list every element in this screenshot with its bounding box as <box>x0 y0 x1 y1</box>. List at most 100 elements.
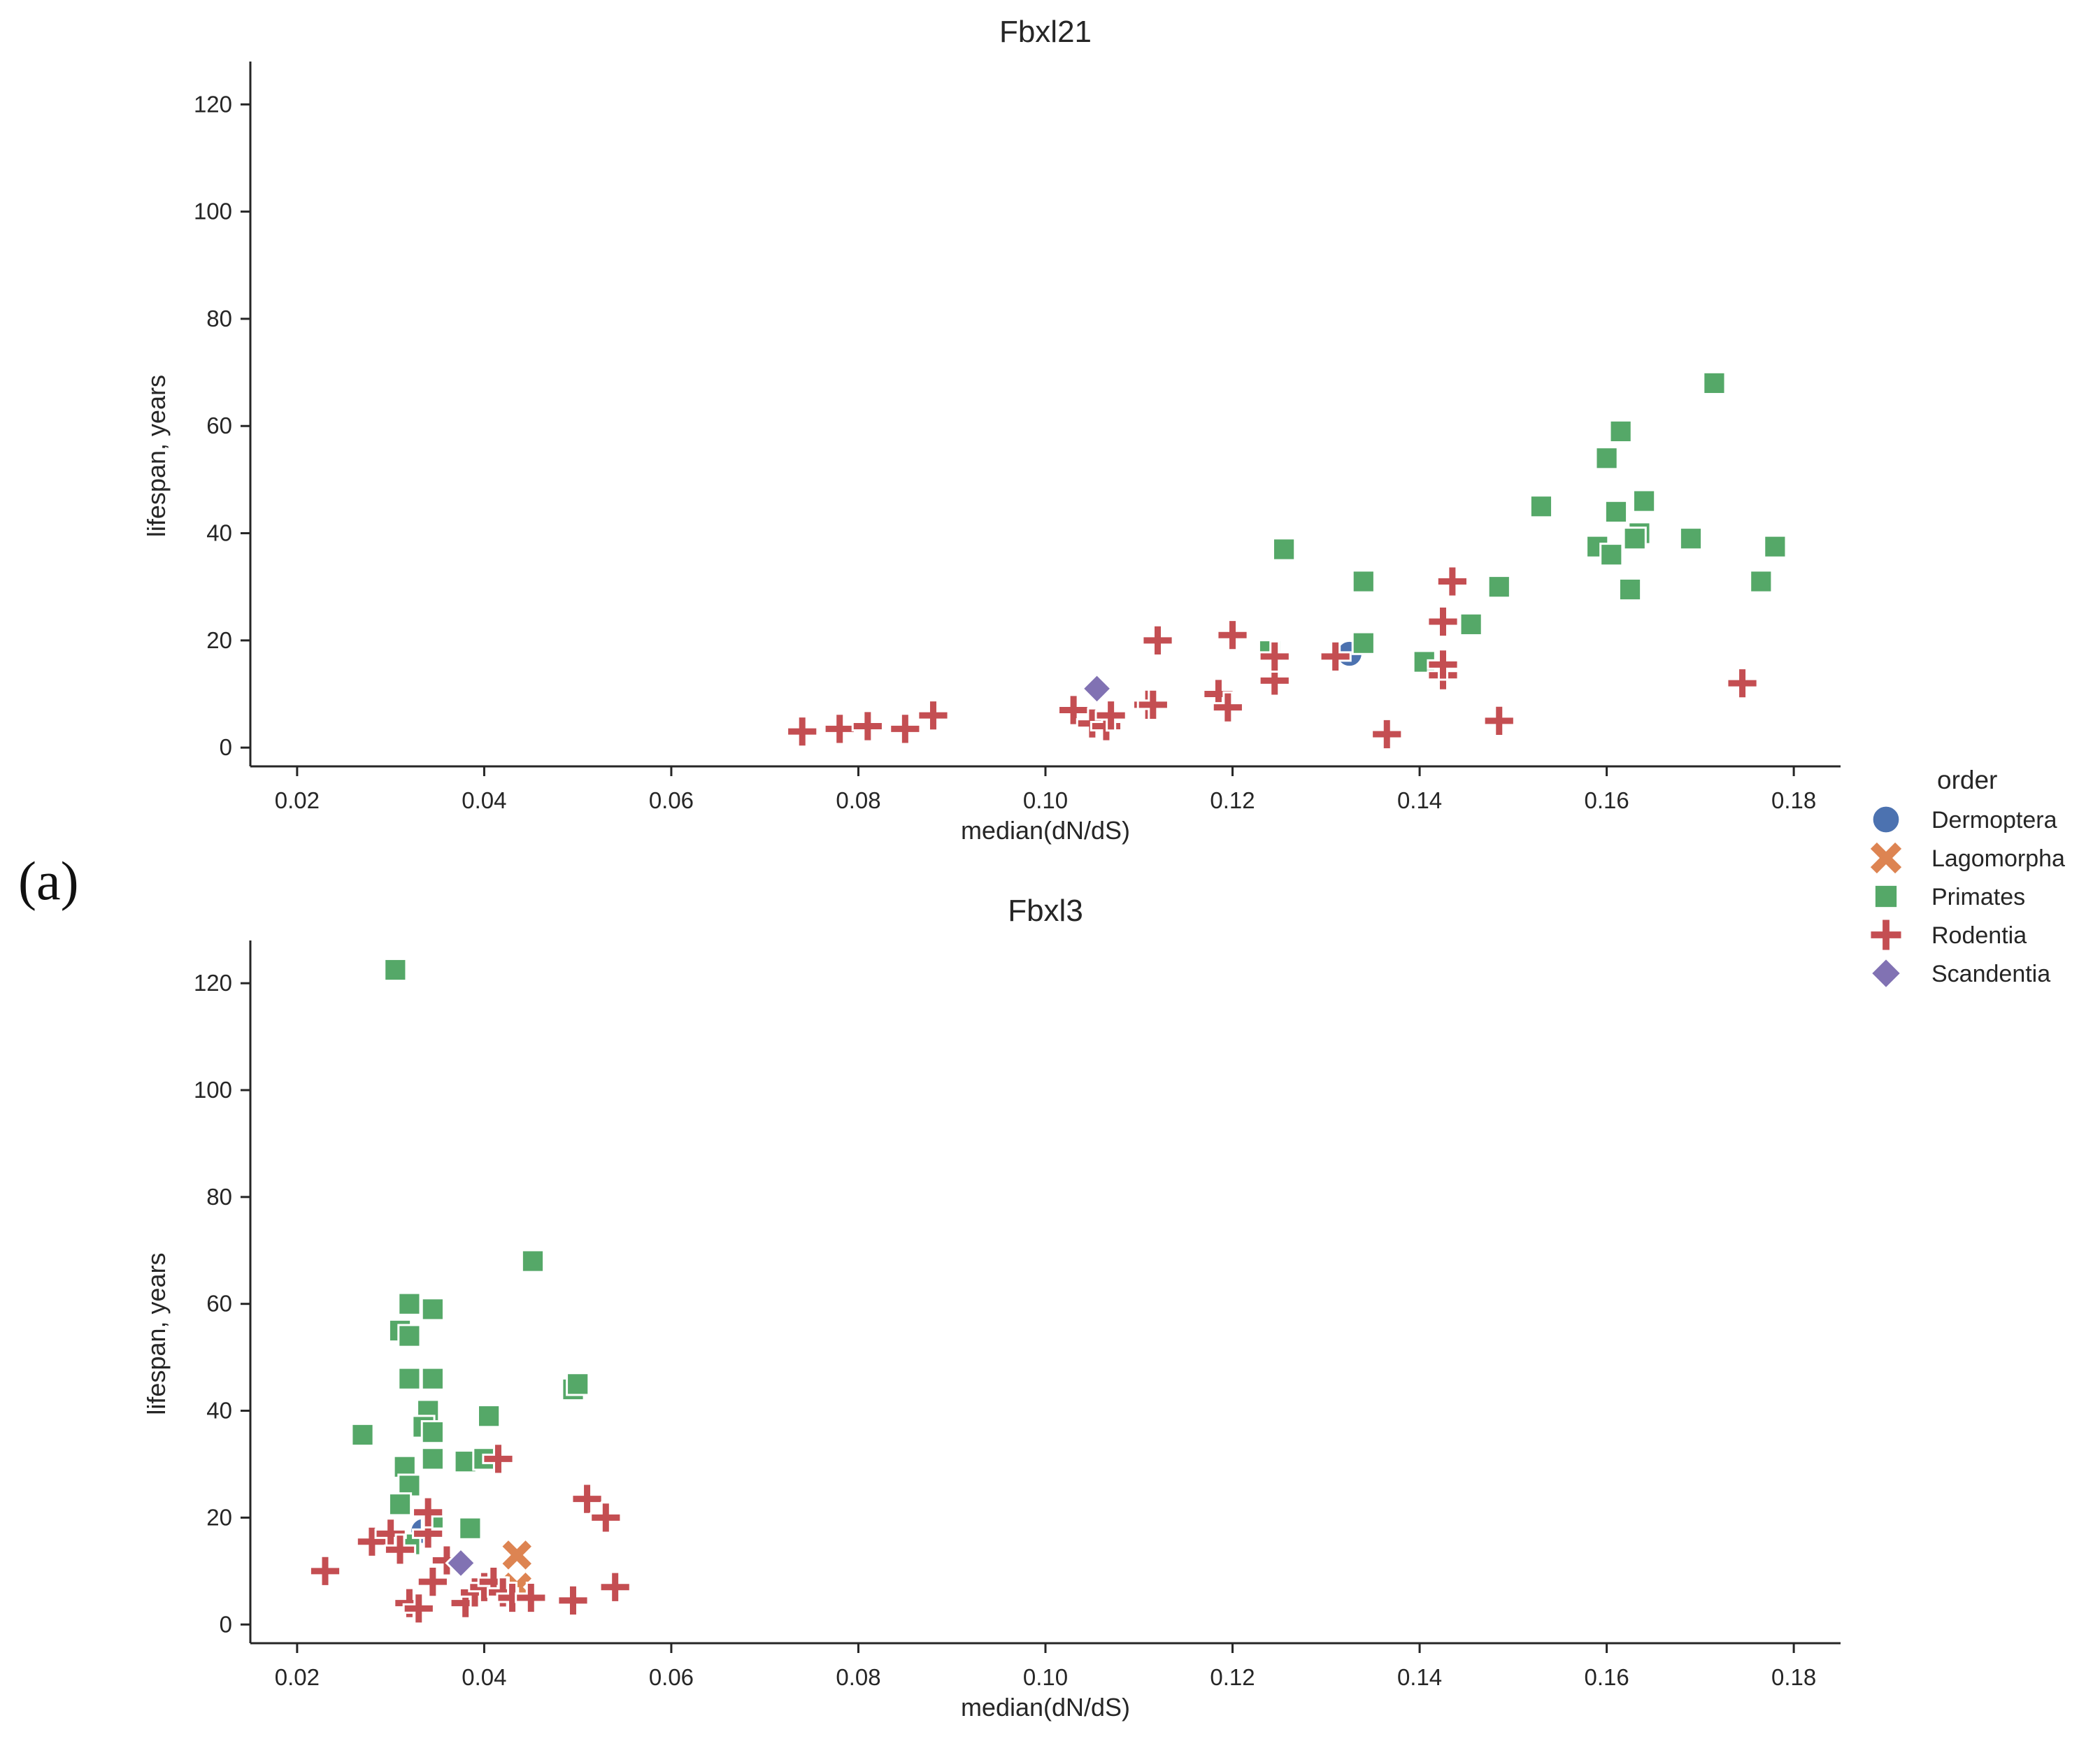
x-tick-label: 0.10 <box>1023 1664 1068 1690</box>
legend-label: Scandentia <box>1931 961 2050 987</box>
data-point-primates <box>1603 499 1629 524</box>
data-point-primates <box>1487 575 1511 599</box>
legend-marker-rodentia <box>1869 917 1903 952</box>
y-tick-label: 40 <box>206 520 232 546</box>
x-tick-label: 0.08 <box>836 787 880 813</box>
legend: order Dermoptera Lagomorpha Primates Rodenti… <box>1869 766 2065 990</box>
data-point-rodentia <box>1726 667 1759 700</box>
data-point-primates <box>420 1447 445 1471</box>
legend-title: order <box>1937 766 1997 794</box>
data-point-primates <box>566 1372 590 1396</box>
x-tick-label: 0.06 <box>649 787 694 813</box>
legend-item-lagomorpha: Lagomorpha <box>1870 842 2065 874</box>
data-point-primates <box>1763 534 1787 559</box>
y-tick-label: 0 <box>220 734 232 760</box>
series-rodentia <box>786 565 1759 751</box>
data-point-primates <box>1617 577 1643 602</box>
y-axis-label: lifespan, years <box>142 375 171 537</box>
data-point-rodentia <box>1319 640 1352 673</box>
legend-item-dermoptera: Dermoptera <box>1871 804 2057 835</box>
data-point-rodentia <box>1427 648 1459 681</box>
y-tick-label: 120 <box>194 91 232 117</box>
x-tick-label: 0.16 <box>1584 1664 1629 1690</box>
x-tick-label: 0.02 <box>275 787 320 813</box>
data-point-primates <box>1678 527 1703 551</box>
x-tick-label: 0.04 <box>462 1664 506 1690</box>
legend-item-scandentia: Scandentia <box>1869 957 2050 990</box>
data-point-primates <box>1599 543 1624 567</box>
x-tick-label: 0.18 <box>1771 787 1816 813</box>
data-point-rodentia <box>515 1581 548 1615</box>
data-point-rodentia <box>1094 699 1127 732</box>
x-tick-label: 0.14 <box>1397 787 1442 813</box>
data-point-rodentia <box>412 1517 445 1550</box>
x-tick-label: 0.18 <box>1771 1664 1816 1690</box>
legend-label: Primates <box>1931 884 2025 910</box>
data-point-primates <box>1608 419 1633 444</box>
data-point-rodentia <box>1371 717 1403 751</box>
legend-marker-dermoptera <box>1871 804 1901 835</box>
y-tick-label: 40 <box>206 1398 232 1424</box>
series-scandentia <box>1081 673 1113 705</box>
data-point-rodentia <box>412 1496 445 1529</box>
data-point-rodentia <box>308 1554 342 1587</box>
y-axis-label: lifespan, years <box>142 1252 171 1415</box>
data-point-primates <box>1272 537 1297 561</box>
data-point-rodentia <box>1483 704 1515 737</box>
legend-item-rodentia: Rodentia <box>1869 917 2027 952</box>
y-tick-label: 80 <box>206 1184 232 1210</box>
data-point-primates <box>1529 494 1554 519</box>
data-point-primates <box>420 1297 445 1322</box>
data-point-primates <box>458 1516 483 1540</box>
x-tick-label: 0.12 <box>1210 787 1255 813</box>
data-point-scandentia <box>445 1547 477 1579</box>
data-point-primates <box>1702 371 1727 396</box>
x-tick-label: 0.08 <box>836 1664 880 1690</box>
data-point-primates <box>383 957 408 982</box>
x-tick-label: 0.10 <box>1023 787 1068 813</box>
y-tick-label: 20 <box>206 1504 232 1530</box>
data-point-rodentia <box>557 1584 590 1617</box>
data-point-primates <box>1351 569 1376 594</box>
y-tick-label: 100 <box>194 1077 232 1103</box>
data-point-rodentia <box>851 710 884 743</box>
y-tick-label: 100 <box>194 199 232 224</box>
data-point-rodentia <box>823 713 856 745</box>
data-point-primates <box>420 1420 445 1445</box>
panel-label: (a) <box>18 850 79 911</box>
legend-label: Rodentia <box>1931 922 2027 949</box>
data-point-primates <box>350 1422 375 1447</box>
x-tick-label: 0.04 <box>462 787 506 813</box>
data-point-rodentia <box>383 1533 417 1566</box>
data-point-primates <box>1594 446 1619 471</box>
data-point-rodentia <box>1427 605 1459 638</box>
data-point-rodentia <box>1141 624 1174 657</box>
data-point-primates <box>520 1249 545 1273</box>
legend-item-primates: Primates <box>1873 883 2025 910</box>
series-primates <box>350 957 590 1557</box>
data-point-primates <box>397 1324 422 1348</box>
data-point-rodentia <box>1436 565 1469 598</box>
data-point-rodentia <box>482 1443 515 1475</box>
x-tick-label: 0.16 <box>1584 787 1629 813</box>
y-tick-label: 80 <box>206 306 232 331</box>
data-point-rodentia <box>571 1482 603 1515</box>
data-point-primates <box>397 1366 422 1391</box>
legend-marker-primates <box>1873 883 1899 910</box>
legend-label: Dermoptera <box>1931 807 2057 833</box>
legend-marker-scandentia <box>1869 957 1903 990</box>
y-tick-label: 0 <box>220 1611 232 1637</box>
data-point-rodentia <box>430 1544 464 1577</box>
scatter-panel-bottom: 0.02 0.04 0.06 0.08 0.10 0.12 0.14 0.16 0.18 0 20 4… <box>142 894 1841 1722</box>
x-axis-label: median(dN/dS) <box>961 1693 1130 1722</box>
series-primates <box>1257 371 1787 674</box>
data-point-primates <box>1749 569 1773 594</box>
y-tick-label: 20 <box>206 627 232 653</box>
legend-label: Lagomorpha <box>1931 845 2065 872</box>
x-tick-label: 0.06 <box>649 1664 694 1690</box>
data-point-primates <box>1459 612 1483 636</box>
data-point-primates <box>477 1404 501 1429</box>
data-point-rodentia <box>1216 619 1249 652</box>
